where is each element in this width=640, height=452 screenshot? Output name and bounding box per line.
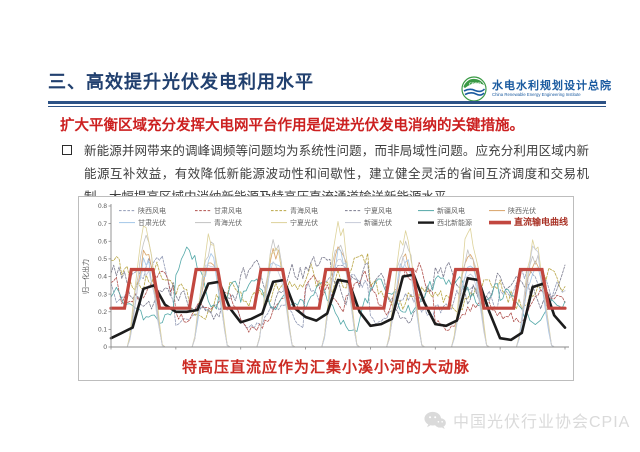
y-tick-label: 0.4 — [98, 274, 107, 281]
y-axis-label: 归一化出力 — [81, 259, 90, 294]
header-rule-thin — [48, 106, 606, 107]
legend-label: 陕西光伏 — [508, 206, 536, 215]
watermark-text: 中国光伏行业协会CPIA — [453, 414, 631, 431]
series-line-aggregate — [109, 273, 567, 342]
legend-label: 青海风电 — [290, 206, 318, 215]
legend-label: 新疆风电 — [437, 206, 465, 215]
legend-label: 新疆光伏 — [364, 218, 392, 227]
y-tick-label: 0 — [103, 344, 107, 351]
slide-title: 三、高效提升光伏发电利用水平 — [48, 72, 314, 92]
series-line-wind-4 — [110, 246, 566, 332]
y-tick-label: 0.8 — [98, 203, 107, 210]
legend-label: 西北新能源 — [437, 218, 472, 227]
series-line-wind-0 — [110, 255, 566, 329]
series-line-wind-1 — [110, 262, 566, 333]
y-tick-label: 0.7 — [98, 221, 107, 228]
square-bullet-icon — [62, 145, 72, 155]
legend-label: 青海光伏 — [214, 218, 242, 227]
emblem-text: CREEI — [469, 81, 481, 86]
key-message: 扩大平衡区域充分发挥大电网平台作用是促进光伏发电消纳的关键措施。 — [60, 118, 524, 134]
y-tick-label: 0.6 — [98, 238, 107, 245]
legend-label: 宁夏光伏 — [290, 218, 318, 227]
series-line-dc-transmission — [109, 267, 567, 310]
header-rule-thick — [48, 101, 606, 104]
org-name-cn: 水电水利规划设计总院 — [492, 80, 612, 93]
chart-caption: 特高压直流应作为汇集小溪小河的大动脉 — [181, 359, 470, 376]
wechat-icon — [424, 411, 446, 429]
legend-label: 甘肃风电 — [214, 206, 242, 215]
watermark: 中国光伏行业协会CPIA — [424, 408, 630, 432]
chart-panel: 0 0.1 0.2 0.3 0.4 0.5 0.6 0.7 0.8 归一化出力 陕西风电 甘肃风电 青海… — [78, 196, 574, 381]
creei-emblem-icon: CREEI — [461, 76, 487, 102]
y-tick-label: 0.5 — [98, 256, 107, 263]
org-name-en: China Renewable Energy Engineering Insti… — [492, 91, 581, 97]
legend-label: 陕西风电 — [138, 206, 166, 215]
legend-label: 宁夏风电 — [364, 206, 392, 215]
legend-label: 甘肃光伏 — [138, 218, 166, 227]
legend-label: 直流输电曲线 — [514, 216, 568, 227]
y-tick-label: 0.1 — [98, 327, 107, 334]
y-tick-label: 0.3 — [98, 291, 107, 298]
org-logo: CREEI 水电水利规划设计总院 China Renewable Energy … — [461, 76, 612, 102]
y-tick-label: 0.2 — [98, 309, 107, 316]
